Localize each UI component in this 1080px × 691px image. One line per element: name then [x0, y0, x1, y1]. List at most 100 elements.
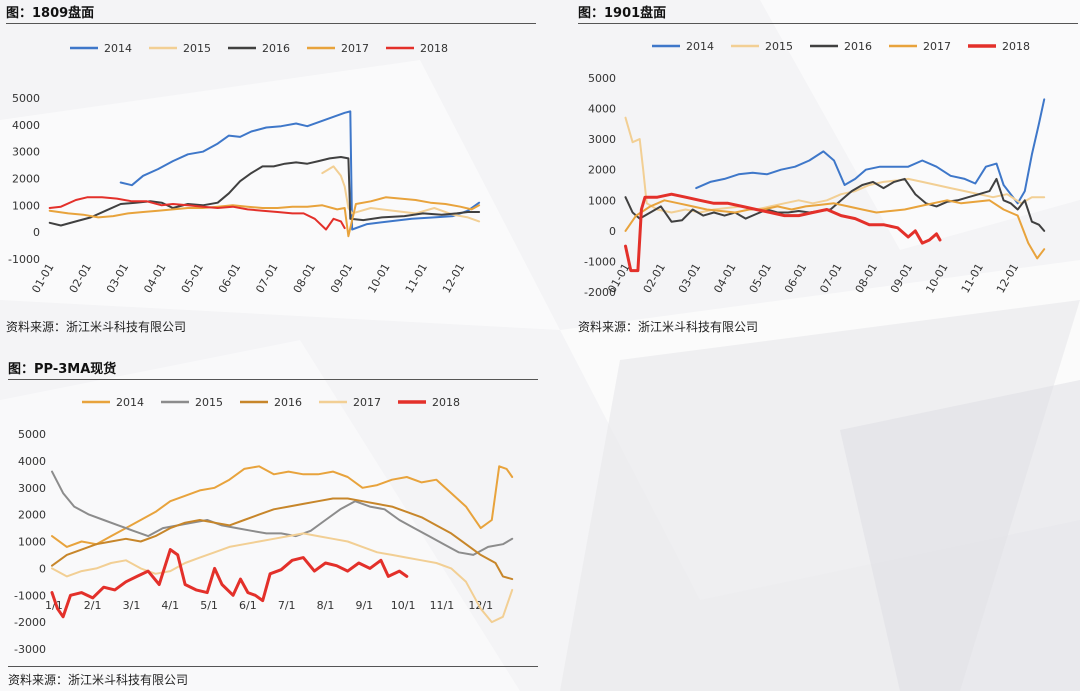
y-tick-label: 2000 [18, 509, 46, 522]
chart-title: 图：PP-3MA现货 [8, 362, 117, 377]
series-line-2014 [695, 98, 1046, 205]
series-line-2017 [48, 196, 481, 238]
y-tick-label: -1000 [8, 253, 40, 266]
legend-label-2014: 2014 [104, 42, 132, 55]
chart-panel-1901: 图：1901盘面 2014 2015 2016 2017 2018 -2000 -1000 0… [578, 2, 1078, 342]
series-line-2014 [51, 465, 514, 548]
x-tick-label: 06-01 [782, 261, 809, 295]
series-line-2015 [51, 470, 514, 556]
series-line-2018 [50, 548, 409, 619]
x-tick-label: 7/1 [278, 599, 296, 612]
x-tick-label: 12/1 [468, 599, 493, 612]
x-tick-label: 8/1 [317, 599, 335, 612]
legend-label-2014: 2014 [686, 40, 714, 53]
series-line-2017 [624, 199, 1046, 260]
title-divider [6, 23, 536, 24]
y-tick-label: 0 [609, 225, 616, 238]
series-line-2018 [48, 196, 346, 231]
y-tick-label: 4000 [18, 455, 46, 468]
x-tick-label: 04-01 [141, 261, 168, 295]
legend-label-2015: 2015 [195, 396, 223, 409]
legend-label-2015: 2015 [765, 40, 793, 53]
chart-source: 资料来源：浙江米斗科技有限公司 [8, 673, 189, 687]
x-tick-label: 10-01 [923, 261, 950, 295]
series-line-2016 [624, 177, 1046, 232]
y-tick-label: -2000 [14, 616, 46, 629]
x-tick-label: 04-01 [711, 261, 738, 295]
legend-label-2016: 2016 [262, 42, 290, 55]
x-tick-label: 12-01 [994, 261, 1021, 295]
x-tick-label: 09-01 [328, 261, 355, 295]
y-tick-label: 3000 [588, 133, 616, 146]
legend-label-2015: 2015 [183, 42, 211, 55]
y-tick-label: 5000 [12, 92, 40, 105]
legend-label-2018: 2018 [420, 42, 448, 55]
series-line-2014 [119, 110, 481, 231]
x-tick-label: 10-01 [365, 261, 392, 295]
y-tick-label: 4000 [588, 103, 616, 116]
y-tick-label: 1000 [18, 536, 46, 549]
x-tick-label: 11-01 [959, 261, 986, 295]
x-tick-label: 02-01 [67, 261, 94, 295]
y-tick-label: 0 [33, 226, 40, 239]
title-divider [8, 379, 538, 380]
y-tick-label: 1000 [588, 194, 616, 207]
chart-source: 资料来源：浙江米斗科技有限公司 [6, 320, 187, 334]
chart-panel-1809: 图：1809盘面 2014 2015 2016 2017 2018 -1000 0 1000 2… [6, 2, 536, 342]
x-tick-label: 05-01 [747, 261, 774, 295]
legend-label-2017: 2017 [341, 42, 369, 55]
x-tick-label: 07-01 [253, 261, 280, 295]
line-chart-1809: 2014 2015 2016 2017 2018 -1000 0 1000 2000 3000 40… [8, 42, 481, 295]
y-tick-label: -3000 [14, 643, 46, 656]
x-tick-label: 03-01 [676, 261, 703, 295]
x-tick-label: 3/1 [123, 599, 141, 612]
y-tick-label: 4000 [12, 119, 40, 132]
chart-title: 图：1901盘面 [578, 6, 667, 21]
y-tick-label: 1000 [12, 199, 40, 212]
x-tick-label: 07-01 [817, 261, 844, 295]
legend-label-2017: 2017 [923, 40, 951, 53]
x-tick-label: 09-01 [888, 261, 915, 295]
line-chart-pp-3ma: 2014 2015 2016 2017 2018 -3000 -2000 -1000 0 1000… [14, 396, 514, 656]
y-tick-label: 5000 [588, 72, 616, 85]
x-tick-label: 08-01 [291, 261, 318, 295]
title-divider [578, 23, 1078, 24]
x-tick-label: 10/1 [391, 599, 416, 612]
y-tick-label: -1000 [584, 255, 616, 268]
x-tick-label: 2/1 [84, 599, 102, 612]
chart-title: 图：1809盘面 [6, 6, 95, 21]
x-tick-label: 02-01 [641, 261, 668, 295]
y-tick-label: 2000 [588, 164, 616, 177]
x-tick-label: 4/1 [161, 599, 179, 612]
legend-label-2016: 2016 [274, 396, 302, 409]
legend-label-2017: 2017 [353, 396, 381, 409]
x-tick-label: 08-01 [853, 261, 880, 295]
x-tick-label: 5/1 [200, 599, 218, 612]
x-tick-label: 05-01 [179, 261, 206, 295]
y-tick-label: -2000 [584, 286, 616, 299]
legend-label-2016: 2016 [844, 40, 872, 53]
x-tick-label: 01-01 [29, 261, 56, 295]
legend-label-2014: 2014 [116, 396, 144, 409]
y-tick-label: 5000 [18, 428, 46, 441]
y-tick-label: 0 [39, 562, 46, 575]
source-divider [8, 666, 538, 667]
chart-source: 资料来源：浙江米斗科技有限公司 [578, 320, 759, 334]
y-tick-label: 3000 [12, 146, 40, 159]
series-line-2018 [624, 192, 942, 273]
legend-label-2018: 2018 [1002, 40, 1030, 53]
series-line-2016 [48, 156, 481, 227]
x-tick-label: 12-01 [440, 261, 467, 295]
series-line-2017 [51, 532, 514, 624]
chart-panel-pp-3ma: 图：PP-3MA现货 2014 2015 2016 2017 2018 -3000 -200… [8, 358, 538, 691]
x-tick-label: 11/1 [430, 599, 455, 612]
x-tick-label: 11-01 [403, 261, 430, 295]
x-tick-label: 9/1 [355, 599, 373, 612]
line-chart-1901: 2014 2015 2016 2017 2018 -2000 -1000 0 1000 2000 3… [584, 40, 1046, 299]
y-tick-label: 2000 [12, 173, 40, 186]
y-tick-label: 3000 [18, 482, 46, 495]
x-tick-label: 06-01 [216, 261, 243, 295]
x-tick-label: 6/1 [239, 599, 257, 612]
x-tick-label: 03-01 [104, 261, 131, 295]
